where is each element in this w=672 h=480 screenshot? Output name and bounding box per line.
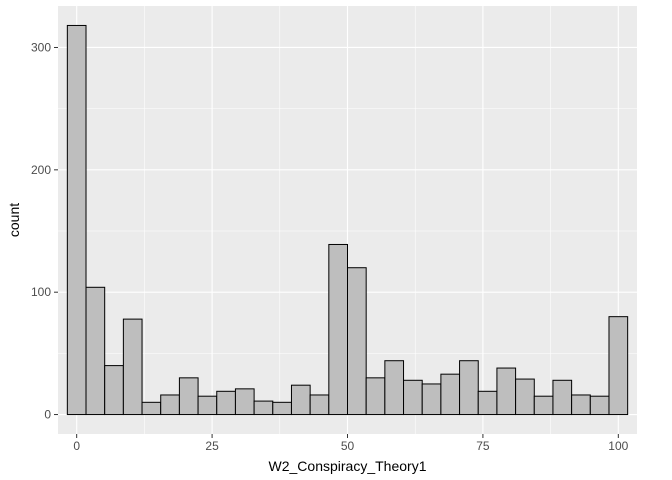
x-tick-label: 50 xyxy=(341,439,355,453)
histogram-bar xyxy=(328,243,348,416)
x-tick-label: 25 xyxy=(205,439,219,453)
y-tick-label: 100 xyxy=(31,285,51,299)
histogram-bar xyxy=(234,388,255,416)
y-tick-label: 300 xyxy=(31,40,51,54)
histogram-bar xyxy=(552,379,573,416)
histogram-bar xyxy=(496,367,517,416)
histogram-bar xyxy=(197,395,218,416)
histogram-bar xyxy=(440,373,461,416)
histogram-bar xyxy=(384,360,405,416)
histogram-bar xyxy=(533,395,554,416)
histogram-bar xyxy=(178,377,199,416)
histogram-bar xyxy=(253,400,274,416)
histogram-bar xyxy=(421,383,442,416)
histogram-bar xyxy=(589,395,610,416)
x-axis-title: W2_Conspiracy_Theory1 xyxy=(269,458,427,474)
histogram-bar xyxy=(365,377,386,416)
histogram-bar xyxy=(216,390,236,416)
histogram-bar xyxy=(85,286,106,416)
y-tick-label: 0 xyxy=(44,408,51,422)
histogram-bar xyxy=(309,394,330,416)
histogram-bar xyxy=(515,378,535,416)
y-axis-ticks: 0 100 200 300 xyxy=(31,40,58,422)
histogram-bar xyxy=(403,379,423,416)
histogram-bar xyxy=(66,24,87,416)
y-axis-title: count xyxy=(6,203,22,237)
x-tick-label: 75 xyxy=(476,439,490,453)
histogram-bar xyxy=(160,394,180,416)
histogram-bar xyxy=(104,365,124,416)
histogram-bar xyxy=(122,318,143,416)
y-tick-label: 200 xyxy=(31,163,51,177)
histogram-bars xyxy=(66,24,629,416)
histogram-bar xyxy=(272,401,292,416)
x-tick-label: 0 xyxy=(73,439,80,453)
histogram-bar xyxy=(290,384,311,416)
histogram-bar xyxy=(459,360,479,416)
x-axis-ticks: 0 25 50 75 100 xyxy=(73,434,629,453)
histogram-bar xyxy=(347,267,367,416)
histogram-bar xyxy=(141,401,162,416)
histogram-bar xyxy=(477,390,498,416)
x-tick-label: 100 xyxy=(608,439,628,453)
histogram-bar xyxy=(608,316,629,416)
histogram-bar xyxy=(571,394,591,416)
